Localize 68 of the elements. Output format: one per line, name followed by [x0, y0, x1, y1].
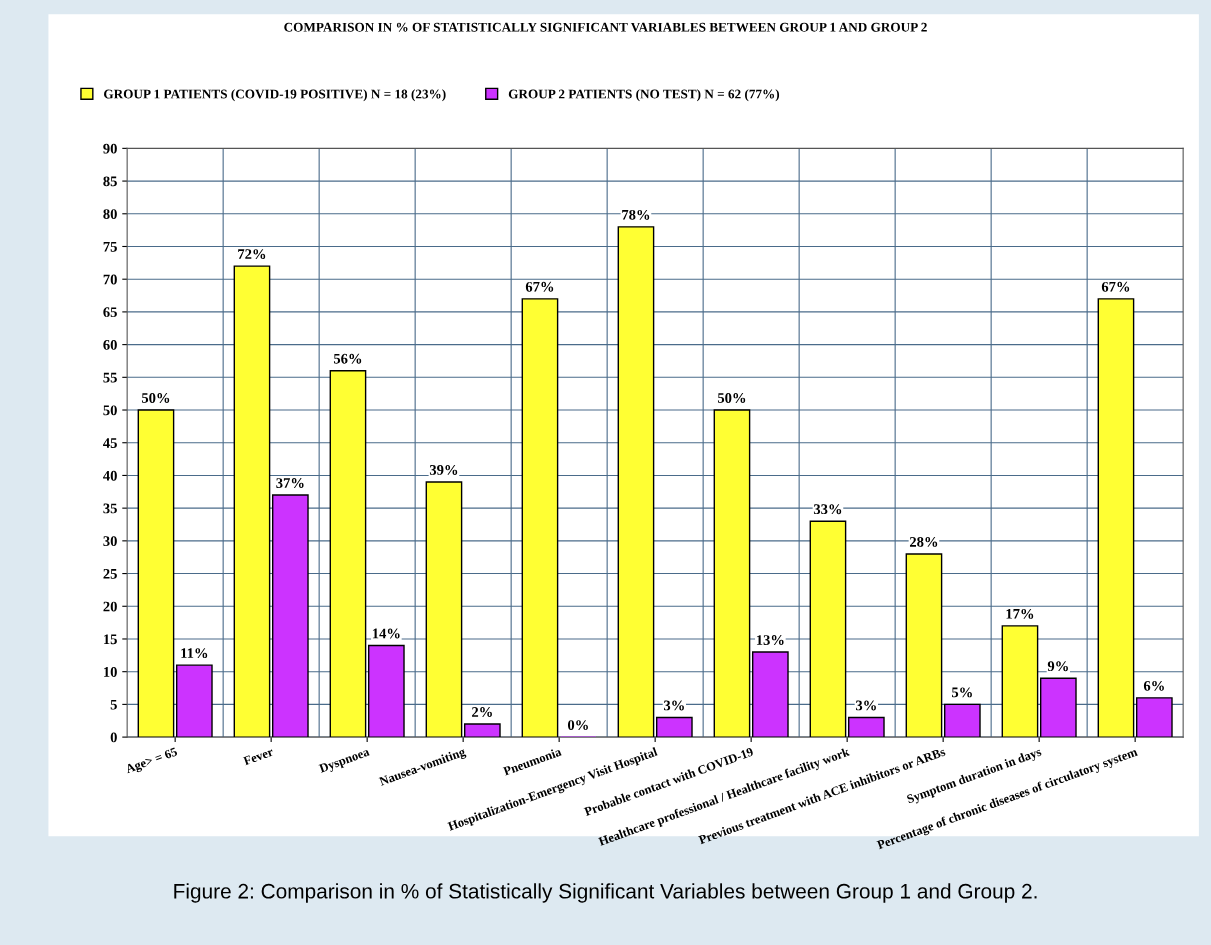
- bar: [943, 703, 981, 738]
- y-tick-label: 90: [103, 143, 117, 154]
- y-tick-label: 0: [110, 732, 117, 743]
- bar: [847, 716, 885, 738]
- bar: [367, 644, 405, 738]
- data-label: 39%: [429, 465, 458, 475]
- data-label: 11%: [181, 648, 208, 659]
- y-tick-label: 70: [103, 274, 117, 285]
- y-tick-label: 50: [103, 405, 117, 416]
- data-label: 67%: [1101, 281, 1130, 292]
- data-label: 50%: [717, 393, 746, 403]
- bar: [751, 651, 789, 738]
- y-tick-label: 65: [103, 307, 117, 318]
- x-tick-label: Age> = 65: [124, 747, 179, 776]
- x-tick-label: Fever: [242, 747, 274, 766]
- bar: [1039, 677, 1077, 738]
- legend-label: GROUP 1 PATIENTS (COVID-19 POSITIVE) N = 18 (23%): [104, 89, 446, 102]
- y-tick-label: 5: [110, 699, 117, 710]
- y-tick-label: 10: [104, 667, 117, 677]
- bar: [271, 494, 309, 738]
- legend-label: GROUP 2 PATIENTS (NO TEST) N = 62 (77%): [508, 89, 780, 102]
- bar: [175, 664, 213, 738]
- data-label: 33%: [813, 504, 842, 515]
- data-label: 5%: [951, 687, 972, 698]
- bar: [1001, 625, 1039, 738]
- y-tick-label: 35: [103, 503, 117, 514]
- bar: [809, 520, 847, 738]
- data-label: 6%: [1143, 680, 1164, 691]
- data-label: 3%: [855, 700, 876, 711]
- bar: [329, 370, 367, 738]
- data-label: 9%: [1047, 661, 1068, 672]
- y-tick-label: 25: [103, 568, 117, 579]
- data-label: 3%: [663, 700, 684, 711]
- bar: [137, 409, 175, 738]
- data-label: 50%: [141, 393, 170, 403]
- data-label: 2%: [472, 707, 492, 717]
- data-label: 78%: [622, 209, 650, 220]
- chart-title: COMPARISON IN % OF STATISTICALLY SIGNIFICANT VARIABLES BETWEEN GROUP 1 AND GROUP 2: [284, 22, 927, 32]
- y-tick-label: 60: [103, 339, 117, 350]
- data-label: 28%: [909, 536, 938, 547]
- bar: [1097, 298, 1135, 738]
- data-label: 13%: [756, 635, 784, 645]
- data-label: 72%: [238, 249, 266, 260]
- bar: [521, 298, 559, 738]
- bar: [1135, 697, 1173, 738]
- caption: Figure 2: Comparison in % of Statistically Significant Variables between Group 1 and Group 2.: [174, 883, 1037, 903]
- data-label: 67%: [525, 281, 554, 292]
- data-label: 0%: [567, 720, 588, 731]
- bar: [425, 481, 463, 738]
- y-tick-label: 55: [103, 372, 117, 383]
- bar: [233, 265, 271, 738]
- y-tick-label: 20: [103, 601, 117, 612]
- y-tick-label: 80: [103, 209, 117, 219]
- bar: [905, 553, 943, 738]
- data-label: 17%: [1006, 608, 1034, 619]
- data-label: 56%: [333, 353, 362, 364]
- bar: [713, 409, 751, 738]
- y-tick-label: 75: [103, 242, 117, 252]
- y-tick-label: 45: [103, 438, 117, 448]
- y-tick-label: 40: [103, 470, 117, 481]
- data-label: 14%: [372, 628, 400, 639]
- y-tick-label: 85: [103, 176, 117, 187]
- bar: [463, 723, 501, 738]
- y-tick-label: 30: [103, 536, 117, 547]
- bar: [655, 716, 693, 738]
- bar: [617, 226, 655, 738]
- data-label: 37%: [276, 478, 304, 488]
- y-tick-label: 15: [104, 634, 117, 645]
